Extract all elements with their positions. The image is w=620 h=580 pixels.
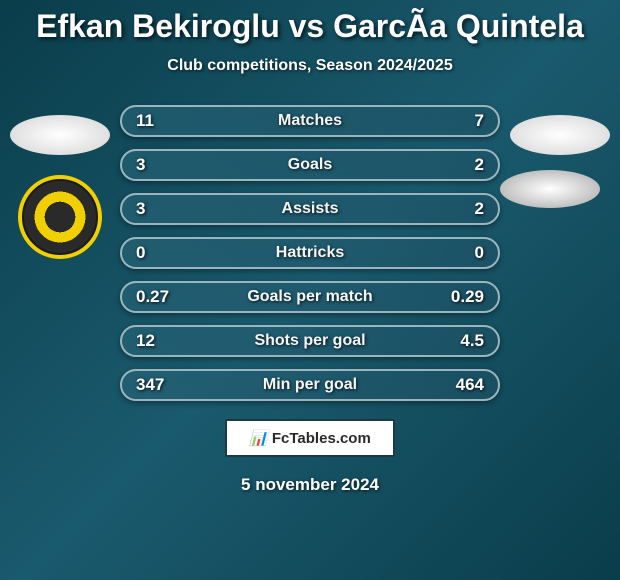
stat-bar: 347 Min per goal 464 (120, 369, 500, 401)
stat-value-left: 0 (136, 243, 176, 263)
stat-row-assists: 3 Assists 2 (120, 193, 500, 225)
stat-value-left: 11 (136, 111, 176, 131)
stat-bar: 12 Shots per goal 4.5 (120, 325, 500, 357)
stats-container: 11 Matches 7 3 Goals 2 3 Assists 2 0 Hat… (120, 105, 500, 401)
stat-value-left: 3 (136, 199, 176, 219)
stat-label: Goals per match (247, 288, 372, 306)
subtitle: Club competitions, Season 2024/2025 (0, 57, 620, 75)
stat-row-hattricks: 0 Hattricks 0 (120, 237, 500, 269)
stat-row-goals-per-match: 0.27 Goals per match 0.29 (120, 281, 500, 313)
club-logo-inner (24, 181, 96, 253)
stat-bar: 11 Matches 7 (120, 105, 500, 137)
stat-value-left: 347 (136, 375, 176, 395)
player-badge-right-2 (500, 170, 600, 208)
stat-label: Hattricks (276, 244, 344, 262)
stat-bar: 0.27 Goals per match 0.29 (120, 281, 500, 313)
stat-value-right: 2 (444, 155, 484, 175)
stat-row-matches: 11 Matches 7 (120, 105, 500, 137)
stat-value-right: 4.5 (444, 331, 484, 351)
stat-value-right: 0.29 (444, 287, 484, 307)
stat-value-right: 7 (444, 111, 484, 131)
stat-value-right: 2 (444, 199, 484, 219)
header: Efkan Bekiroglu vs GarcÃ­a Quintela Club… (0, 0, 620, 75)
stat-label: Min per goal (263, 376, 357, 394)
player-badge-right-1 (510, 115, 610, 155)
club-logo (18, 175, 102, 259)
stat-bar: 3 Goals 2 (120, 149, 500, 181)
stat-label: Matches (278, 112, 342, 130)
stat-label: Shots per goal (254, 332, 365, 350)
page-title: Efkan Bekiroglu vs GarcÃ­a Quintela (0, 8, 620, 45)
stat-label: Assists (282, 200, 339, 218)
player-badge-left (10, 115, 110, 155)
stat-value-left: 3 (136, 155, 176, 175)
stat-value-right: 0 (444, 243, 484, 263)
date-label: 5 november 2024 (0, 475, 620, 495)
stat-value-left: 0.27 (136, 287, 176, 307)
stat-value-left: 12 (136, 331, 176, 351)
stat-value-right: 464 (444, 375, 484, 395)
stat-bar: 3 Assists 2 (120, 193, 500, 225)
stat-row-goals: 3 Goals 2 (120, 149, 500, 181)
footer-brand-badge[interactable]: 📊 FcTables.com (225, 419, 395, 457)
stat-label: Goals (288, 156, 332, 174)
stat-row-shots-per-goal: 12 Shots per goal 4.5 (120, 325, 500, 357)
stat-bar: 0 Hattricks 0 (120, 237, 500, 269)
chart-icon: 📊 (249, 429, 268, 447)
stat-row-min-per-goal: 347 Min per goal 464 (120, 369, 500, 401)
footer-brand-text: FcTables.com (272, 430, 371, 447)
